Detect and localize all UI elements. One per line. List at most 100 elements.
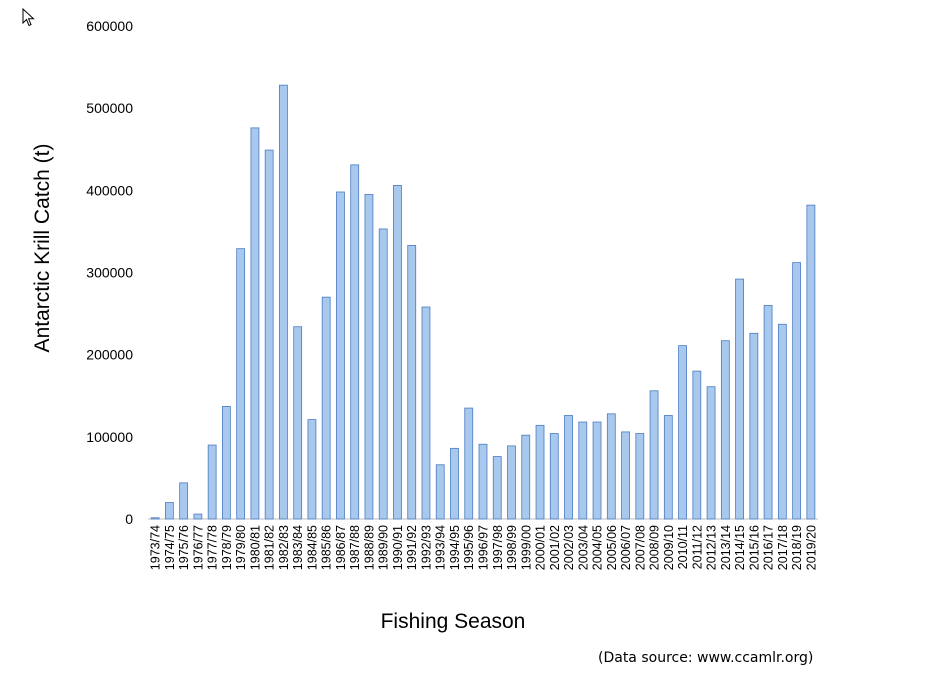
- bar: [378, 228, 388, 520]
- x-tick-label: 2011/12: [690, 525, 704, 569]
- x-tick-label: 1985/86: [320, 525, 334, 570]
- x-tick-label: 2015/16: [747, 525, 761, 570]
- x-axis-ticks: 1973/74 1974/75 1975/76 1976/77 1977/78 1978/…: [149, 525, 819, 570]
- x-tick-label: 1979/80: [234, 525, 248, 570]
- bar: [564, 415, 573, 520]
- bar: [193, 513, 203, 520]
- y-tick-label: 500000: [86, 100, 133, 116]
- bar: [478, 443, 488, 520]
- bar: [407, 244, 417, 520]
- bar: [207, 444, 217, 520]
- bar: [777, 323, 787, 520]
- x-tick-label: 1987/88: [348, 525, 362, 570]
- bar: [621, 431, 630, 520]
- x-tick-label: 1988/89: [362, 525, 376, 570]
- x-tick-label: 1990/91: [391, 525, 405, 570]
- x-tick-label: 2000/01: [534, 525, 548, 570]
- bar: [578, 421, 588, 520]
- bar: [549, 433, 559, 520]
- y-tick-label: 600000: [86, 18, 133, 34]
- x-tick-label: 1976/77: [191, 525, 205, 570]
- bar: [792, 262, 802, 520]
- bar: [649, 390, 659, 520]
- bar: [222, 406, 231, 520]
- bar: [706, 386, 716, 520]
- x-tick-label: 1974/75: [163, 525, 177, 570]
- x-tick-label: 2004/05: [591, 525, 605, 570]
- x-tick-label: 1999/00: [519, 525, 533, 570]
- x-tick-label: 2019/20: [804, 525, 818, 570]
- x-tick-label: 1992/93: [419, 525, 433, 570]
- x-tick-label: 2014/15: [733, 525, 747, 570]
- bar: [507, 445, 516, 520]
- x-tick-label: 1998/99: [505, 525, 519, 570]
- bar: [606, 413, 616, 520]
- bars: [150, 84, 816, 520]
- bar: [635, 433, 645, 520]
- y-axis-ticks: 0 100000 200000 300000 400000 500000 600000: [86, 18, 133, 527]
- bar: [164, 502, 174, 520]
- x-tick-label: 1989/90: [377, 525, 391, 570]
- x-tick-label: 1977/78: [206, 525, 220, 570]
- x-tick-label: 1996/97: [477, 525, 491, 570]
- y-tick-label: 400000: [86, 182, 133, 198]
- x-tick-label: 2001/02: [548, 525, 562, 570]
- x-tick-label: 1983/84: [291, 525, 305, 570]
- x-tick-label: 2012/13: [705, 525, 719, 570]
- bar: [720, 340, 730, 520]
- bar: [535, 424, 545, 520]
- bar: [236, 248, 246, 520]
- bar: [150, 517, 160, 520]
- mouse-pointer-icon: [22, 8, 35, 27]
- x-tick-label: 1975/76: [177, 525, 191, 570]
- x-tick-label: 1986/87: [334, 525, 348, 570]
- x-tick-label: 1984/85: [305, 525, 319, 570]
- x-tick-label: 1993/94: [434, 525, 448, 570]
- x-tick-label: 2013/14: [719, 525, 733, 570]
- x-tick-label: 1981/82: [263, 525, 277, 570]
- bar: [321, 296, 331, 520]
- bar: [464, 407, 474, 520]
- bar: [763, 304, 773, 520]
- x-tick-label: 2006/07: [619, 525, 633, 570]
- x-tick-label: 2010/11: [676, 525, 690, 569]
- y-tick-label: 0: [125, 511, 133, 527]
- x-tick-label: 2016/17: [762, 525, 776, 570]
- bar: [336, 191, 345, 520]
- y-tick-label: 100000: [86, 429, 133, 445]
- bar: [421, 306, 431, 520]
- bar: [350, 164, 360, 520]
- bar: [692, 370, 702, 520]
- x-tick-label: 2017/18: [776, 525, 790, 570]
- x-tick-label: 2003/04: [576, 525, 590, 570]
- bar: [435, 464, 445, 520]
- x-tick-label: 2008/09: [648, 525, 662, 570]
- y-tick-label: 200000: [86, 347, 133, 363]
- data-source-note: (Data source: www.ccamlr.org): [598, 650, 814, 666]
- bar: [279, 84, 288, 520]
- bar: [592, 421, 602, 520]
- x-tick-label: 2018/19: [790, 525, 804, 570]
- x-tick-label: 2009/10: [662, 525, 676, 570]
- bar: [364, 194, 374, 520]
- bar: [450, 447, 459, 520]
- x-tick-label: 2007/08: [633, 525, 647, 570]
- y-tick-label: 300000: [86, 265, 133, 281]
- bar: [735, 278, 744, 520]
- bar: [264, 149, 274, 520]
- x-tick-label: 1995/96: [462, 525, 476, 570]
- x-tick-label: 1994/95: [448, 525, 462, 570]
- bar: [492, 456, 502, 520]
- x-tick-label: 1991/92: [405, 525, 419, 570]
- bar: [678, 345, 687, 520]
- x-tick-label: 1980/81: [248, 525, 262, 570]
- bar: [293, 326, 303, 520]
- bar: [307, 419, 317, 520]
- x-tick-label: 1997/98: [491, 525, 505, 570]
- x-tick-label: 1982/83: [277, 525, 291, 570]
- y-axis-label: Antarctic Krill Catch (t): [31, 144, 54, 353]
- bar: [250, 127, 260, 520]
- bar: [393, 184, 402, 520]
- x-tick-label: 1973/74: [149, 525, 163, 570]
